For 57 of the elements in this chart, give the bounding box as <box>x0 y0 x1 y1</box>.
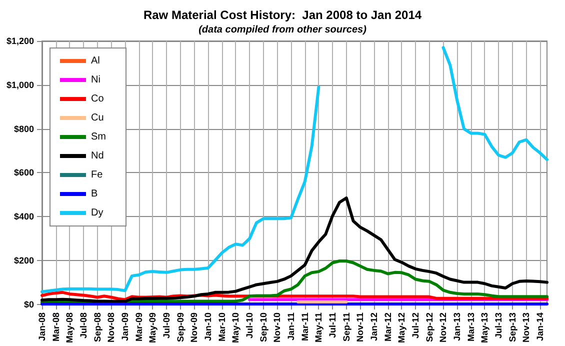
x-tick-label: Jan-11 <box>286 312 296 341</box>
x-tick-label: May-09 <box>148 312 158 343</box>
legend-label: Sm <box>91 132 106 142</box>
x-tick-label: Mar-13 <box>466 312 476 342</box>
x-tick-label: Sep-12 <box>424 312 434 342</box>
x-tick-label: Sep-09 <box>175 312 186 342</box>
legend-label: Fe <box>91 170 104 180</box>
x-tick-label: May-11 <box>314 312 324 343</box>
legend-label: Co <box>91 94 104 104</box>
x-tick-label: Jul-11 <box>328 312 338 338</box>
x-tick-label: Jan-14 <box>535 312 546 342</box>
legend-label: Ni <box>91 74 100 86</box>
chart-subtitle: (data compiled from other sources) <box>198 24 368 36</box>
x-tick-label: May-12 <box>396 312 407 343</box>
line-series <box>40 260 548 304</box>
x-tick-label: Mar-10 <box>216 312 227 342</box>
x-tick-label: Jul-09 <box>162 312 172 338</box>
legend-label: Nd <box>91 150 104 162</box>
x-tick-label: Jan-12 <box>369 312 380 342</box>
x-tick-label: Nov-10 <box>272 312 282 342</box>
y-tick-label: $1,200 <box>6 36 34 46</box>
x-tick-label: Jul-13 <box>494 312 504 338</box>
x-tick-label: Nov-09 <box>189 312 200 342</box>
x-tick-label: Sep-08 <box>92 312 102 342</box>
x-tick-label: Nov-08 <box>106 312 116 342</box>
x-tick-label: Jul-10 <box>244 312 255 338</box>
x-tick-label: Sep-10 <box>258 312 268 342</box>
x-tick-label: Jul-08 <box>78 312 89 338</box>
x-tick-label: May-08 <box>64 312 75 343</box>
x-tick-label: Jan-13 <box>452 312 462 342</box>
y-tick-label: $1,000 <box>6 80 34 90</box>
chart-title: Raw Material Cost History: Jan 2008 to Jan 2014 <box>143 8 422 22</box>
x-tick-label: Mar-11 <box>300 312 310 342</box>
y-tick-label: $200 <box>14 256 34 266</box>
x-tick-label: Jan-08 <box>37 312 47 342</box>
legend-label: Dy <box>91 208 104 218</box>
y-tick-label: $800 <box>14 124 34 134</box>
x-tick-label: Nov-12 <box>438 312 448 342</box>
legend-label: Al <box>91 56 100 66</box>
legend-label: Cu <box>91 112 104 124</box>
x-tick-label: Jul-12 <box>410 312 421 338</box>
x-tick-label: Sep-11 <box>341 312 352 342</box>
x-tick-label: Mar-08 <box>50 312 61 342</box>
line-series <box>40 196 548 303</box>
x-tick-label: Jan-09 <box>120 312 130 342</box>
x-tick-label: May-13 <box>480 312 490 343</box>
x-tick-label: Sep-13 <box>507 312 518 342</box>
y-tick-label: $400 <box>14 212 34 222</box>
legend-label: B <box>91 188 98 200</box>
x-tick-label: Nov-11 <box>355 312 366 342</box>
x-tick-label: Nov-13 <box>521 312 532 342</box>
x-tick-label: Jan-10 <box>203 312 214 342</box>
x-tick-label: May-10 <box>230 312 241 343</box>
x-tick-label: Mar-09 <box>134 312 144 342</box>
y-tick-label: $600 <box>14 168 34 178</box>
x-tick-label: Mar-12 <box>382 312 393 342</box>
y-tick-label: $0 <box>24 299 34 310</box>
